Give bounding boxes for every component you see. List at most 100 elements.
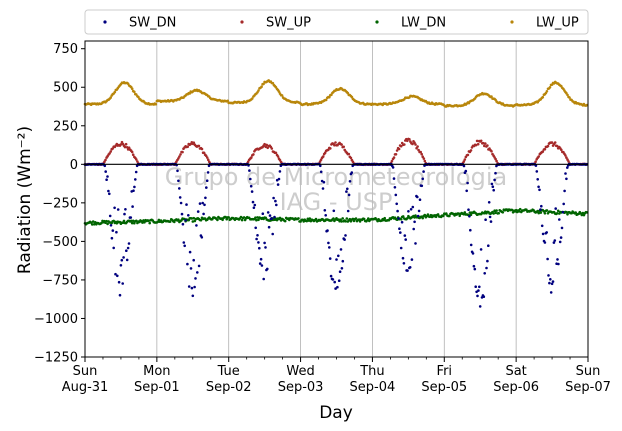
lw-dn-point [421,216,425,220]
sw-dn-point [106,175,109,178]
sw-dn-point [273,215,276,219]
lw-dn-point [227,216,230,219]
y-tick-label-7: 500 [53,81,78,96]
sw-dn-point [258,246,261,250]
sw-dn-point [260,264,264,267]
sw-dn-point [250,190,254,193]
lw-up-point [188,92,191,95]
lw-dn-point [224,215,227,219]
lw-up-point [251,97,254,100]
sw-up-point [274,151,278,155]
lw-dn-point [497,211,501,215]
sw-dn-point [539,208,542,211]
sw-dn-point [336,285,339,289]
sw-up-point [560,148,563,152]
lw-dn-point [555,212,559,215]
sw-dn-point [565,177,568,181]
lw-dn-point [148,221,151,225]
lw-dn-point [501,211,505,214]
sw-dn-point [469,243,473,247]
sw-up-point [475,139,479,143]
sw-dn-point [557,262,560,266]
sw-dn-point [278,170,282,173]
sw-dn-point [195,224,198,227]
sw-up-point [555,144,559,148]
sw-dn-point [177,179,180,183]
sw-up-point [397,147,401,151]
sw-dn-point [322,180,326,184]
sw-up-point [127,146,131,149]
sw-dn-point [116,274,119,278]
lw-dn-point [457,212,461,215]
sw-up-point [534,160,537,163]
lw-dn-point [469,213,473,216]
sw-up-point [495,159,498,163]
sw-up-point [349,156,353,160]
sw-up-point [390,159,394,163]
lw-dn-point [448,214,451,218]
sw-dn-point [198,202,202,205]
sw-dn-point [129,216,133,219]
lw-dn-point [517,210,521,213]
sw-dn-point [271,232,275,236]
sw-up-point [414,143,417,146]
sw-dn-point [345,190,348,193]
sw-dn-point [492,188,496,192]
lw-dn-point [168,220,172,223]
lw-dn-point [543,212,547,215]
sw-up-point [553,141,557,144]
x-tick-label-day-6: Sat [505,364,526,379]
sw-up-point [395,149,399,152]
sw-dn-point [338,270,342,274]
sw-dn-point [255,237,258,241]
x-axis-label: Day [319,403,353,423]
sw-dn-point [485,266,488,270]
sw-up-point [197,144,201,148]
lw-dn-point [254,216,257,219]
y-tick-label-4: −250 [42,196,78,211]
sw-dn-point [200,236,204,239]
lw-dn-point [542,210,546,213]
sw-dn-point [409,208,413,211]
y-tick-label-2: −750 [42,273,78,288]
sw-dn-point [348,180,352,183]
lw-dn-point [436,213,440,216]
x-tick-label-day-7: Sun [576,364,601,379]
sw-dn-point [479,248,483,251]
sw-dn-point [550,282,554,286]
sw-dn-point [178,196,182,199]
sw-up-point [541,150,545,153]
sw-up-point [403,143,406,146]
legend-label-lw-up: LW_UP [536,16,579,31]
x-tick-label-date-3: Sep-03 [278,380,324,395]
sw-dn-point [560,226,564,230]
legend-label-lw-dn: LW_DN [401,16,446,31]
sw-dn-point [394,193,398,197]
sw-dn-point [319,170,323,174]
lw-dn-point [463,211,467,214]
sw-dn-point [116,208,120,211]
sw-dn-point [476,294,479,298]
sw-up-point [494,157,497,161]
sw-dn-point [417,209,421,213]
legend: SW_DN SW_UP LW_DN LW_UP [84,9,589,35]
sw-dn-point [490,182,494,186]
sw-dn-point [321,187,325,190]
sw-dn-point [491,185,495,188]
sw-dn-point [132,189,135,192]
sw-up-point [321,155,325,158]
sw-dn-point [420,184,424,188]
lw-dn-point [94,221,97,224]
x-tick-label-date-6: Sep-06 [493,380,539,395]
lw-up-point [262,82,265,86]
sw-dn-point [337,279,341,283]
sw-dn-point [410,258,414,261]
sw-dn-point [133,185,136,189]
sw-dn-point [552,241,556,244]
lw-dn-point [305,219,309,223]
sw-up-point [186,145,189,148]
sw-dn-point [332,209,336,213]
sw-dn-point [462,164,466,168]
sw-dn-point [562,202,565,206]
lw-dn-point [556,209,560,213]
